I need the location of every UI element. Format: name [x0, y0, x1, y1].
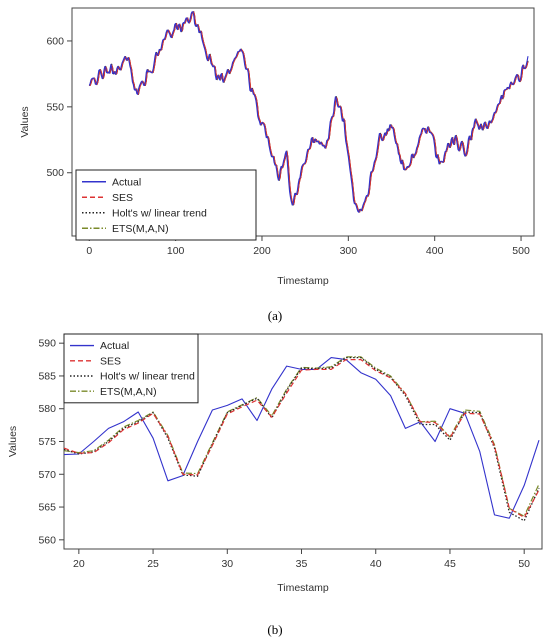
- chart-a: 0 100 200 300 400 500 500 550 600 Timestamp Values…: [19, 7, 535, 287]
- x-tick-label: 35: [296, 558, 308, 570]
- caption-a: (a): [267, 308, 283, 323]
- chart-b: 20 25 30 35 40 45 50 560 565 570 575 580 585 590 Times…: [7, 333, 543, 594]
- x-tick-label: 40: [370, 558, 382, 570]
- legend-label: ETS(M,A,N): [112, 223, 169, 235]
- legend: Actual SES Holt's w/ linear trend ETS(M,A,N…: [75, 169, 257, 241]
- x-tick-label: 300: [340, 245, 358, 257]
- x-tick-label: 45: [444, 558, 456, 570]
- y-axis-label: Values: [7, 426, 19, 457]
- x-tick-label: 30: [221, 558, 233, 570]
- x-axis-label: Timestamp: [277, 582, 329, 594]
- x-tick-label: 100: [167, 245, 185, 257]
- y-tick-label: 570: [38, 469, 56, 481]
- x-tick-label: 25: [147, 558, 159, 570]
- y-tick-label: 560: [38, 534, 56, 546]
- y-tick-label: 575: [38, 436, 56, 448]
- legend-label: SES: [100, 355, 121, 367]
- caption-b: (b): [267, 622, 283, 637]
- legend: Actual SES Holt's w/ linear trend ETS(M,A,N…: [63, 333, 199, 404]
- x-axis-label: Timestamp: [277, 275, 329, 287]
- y-tick-label: 600: [46, 35, 64, 47]
- y-tick-label: 565: [38, 502, 56, 514]
- x-tick-label: 20: [73, 558, 85, 570]
- legend-label: Holt's w/ linear trend: [112, 207, 207, 219]
- legend-label: ETS(M,A,N): [100, 386, 157, 398]
- y-tick-label: 500: [46, 167, 64, 179]
- y-tick-label: 585: [38, 370, 56, 382]
- series-group: [88, 11, 529, 213]
- series-line-ets: [64, 356, 540, 517]
- x-tick-label: 50: [518, 558, 530, 570]
- series-line-ses: [64, 359, 540, 519]
- x-tick-label: 200: [253, 245, 271, 257]
- series-line-actual: [88, 11, 529, 213]
- y-tick-label: 550: [46, 101, 64, 113]
- legend-label: Holt's w/ linear trend: [100, 371, 195, 383]
- y-tick-label: 590: [38, 338, 56, 350]
- x-tick-label: 500: [512, 245, 530, 257]
- x-tick-label: 0: [86, 245, 92, 257]
- series-line-ses: [89, 11, 529, 213]
- y-tick-label: 580: [38, 403, 56, 415]
- series-line-holt: [64, 356, 540, 522]
- series-group: [64, 356, 540, 522]
- legend-label: Actual: [100, 340, 129, 352]
- series-line-actual: [64, 357, 540, 519]
- x-tick-label: 400: [426, 245, 444, 257]
- y-axis-label: Values: [19, 106, 31, 137]
- legend-label: SES: [112, 192, 133, 204]
- legend-label: Actual: [112, 176, 141, 188]
